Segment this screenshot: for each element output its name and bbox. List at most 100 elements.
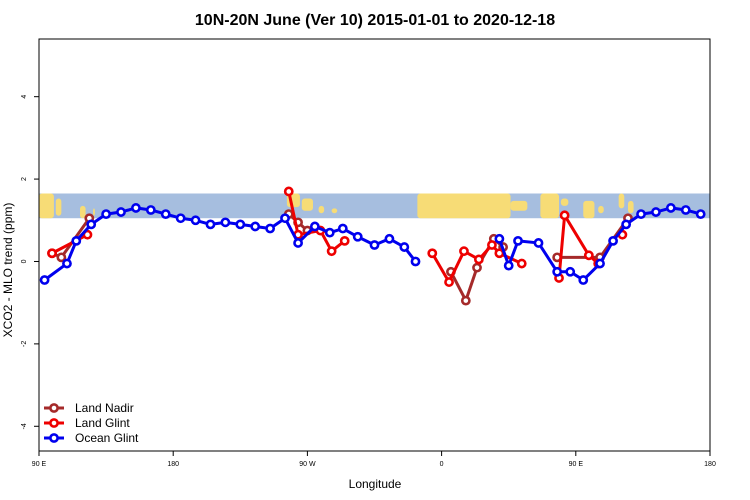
y-tick-label: 2 — [21, 177, 28, 181]
data-point — [283, 186, 294, 197]
land-shape — [598, 205, 604, 214]
data-point — [427, 248, 438, 259]
data-point — [86, 219, 97, 230]
land-shape — [331, 208, 338, 214]
data-point — [565, 266, 576, 277]
legend-swatch-marker — [49, 403, 59, 413]
data-point — [369, 240, 380, 250]
data-point — [62, 258, 72, 269]
data-point — [39, 275, 50, 285]
x-axis: 90 E 180 90 W 0 90 E 180 — [32, 451, 716, 468]
data-point — [444, 277, 454, 287]
land-shape — [560, 198, 569, 206]
data-point — [293, 238, 303, 248]
data-point — [473, 254, 484, 265]
series-line — [43, 206, 417, 282]
data-point — [337, 223, 348, 234]
data-point — [608, 235, 618, 246]
land-shape — [510, 200, 528, 211]
y-axis-label: XCO2 - MLO trend (ppm) — [1, 203, 15, 338]
y-tick-label: -2 — [21, 341, 28, 347]
data-point — [487, 240, 497, 250]
legend-swatch-marker — [49, 433, 59, 443]
data-point — [235, 219, 246, 230]
data-point — [324, 227, 335, 238]
data-point — [101, 209, 111, 219]
data-point — [205, 219, 216, 230]
data-point — [578, 275, 589, 285]
x-tick-label: 180 — [704, 461, 716, 468]
series-land-glint — [47, 186, 628, 287]
data-point — [621, 219, 632, 230]
data-point — [220, 217, 231, 228]
legend-label: Land Nadir — [75, 401, 134, 415]
data-point — [190, 215, 201, 226]
x-tick-label: 180 — [167, 461, 179, 468]
land-shape — [627, 200, 634, 214]
land-shape — [583, 200, 595, 219]
x-tick-label: 90 E — [32, 461, 47, 468]
data-point — [472, 262, 482, 273]
series-line — [557, 213, 600, 279]
data-point — [459, 246, 469, 257]
data-point — [494, 248, 505, 259]
legend-label: Ocean Glint — [75, 431, 139, 445]
data-point — [339, 235, 350, 246]
series-line — [497, 206, 702, 282]
data-point — [494, 233, 505, 244]
data-point — [399, 242, 410, 252]
data-point — [175, 213, 186, 224]
data-point — [533, 238, 544, 248]
data-point — [352, 231, 363, 242]
data-point — [116, 207, 126, 217]
data-point — [503, 260, 514, 271]
series-ocean-glint — [39, 203, 706, 285]
x-axis-label: Longitude — [349, 477, 402, 491]
land-shape — [417, 193, 511, 219]
legend-label: Land Glint — [75, 416, 130, 430]
data-point — [56, 252, 67, 263]
data-point — [460, 295, 471, 306]
y-tick-label: -4 — [21, 423, 28, 429]
data-point — [559, 210, 570, 221]
data-point — [595, 258, 605, 269]
plot-frame — [38, 38, 711, 452]
data-point — [326, 246, 337, 257]
data-point — [583, 250, 594, 261]
data-point — [695, 209, 706, 219]
x-tick-label: 90 E — [569, 461, 584, 468]
data-point — [71, 235, 82, 246]
y-axis: -4 -2 0 2 4 — [21, 95, 39, 429]
data-point — [651, 207, 661, 217]
land-shape — [301, 198, 313, 211]
land-shape — [55, 198, 62, 216]
data-point — [516, 258, 527, 269]
data-point — [513, 235, 523, 246]
data-point — [552, 266, 563, 277]
data-point — [145, 205, 156, 215]
land-shape — [80, 205, 86, 219]
data-point — [160, 209, 171, 219]
legend-swatch-marker — [49, 418, 59, 428]
data-point — [410, 256, 421, 267]
data-point — [131, 203, 141, 213]
data-point — [309, 221, 320, 232]
land-shape — [318, 205, 325, 214]
data-point — [265, 223, 276, 234]
y-tick-label: 4 — [21, 95, 28, 99]
series-layer — [39, 186, 706, 306]
data-point — [250, 221, 261, 232]
land-shape — [93, 208, 95, 216]
data-point — [636, 209, 646, 219]
series-line — [51, 233, 89, 255]
x-tick-label: 0 — [440, 461, 444, 468]
chart-title: 10N-20N June (Ver 10) 2015-01-01 to 2020… — [195, 12, 555, 29]
data-point — [47, 248, 57, 259]
land-shape — [39, 193, 54, 219]
land-shape — [618, 193, 625, 209]
land-shape — [540, 193, 560, 219]
data-point — [384, 233, 395, 244]
data-point — [280, 213, 290, 224]
